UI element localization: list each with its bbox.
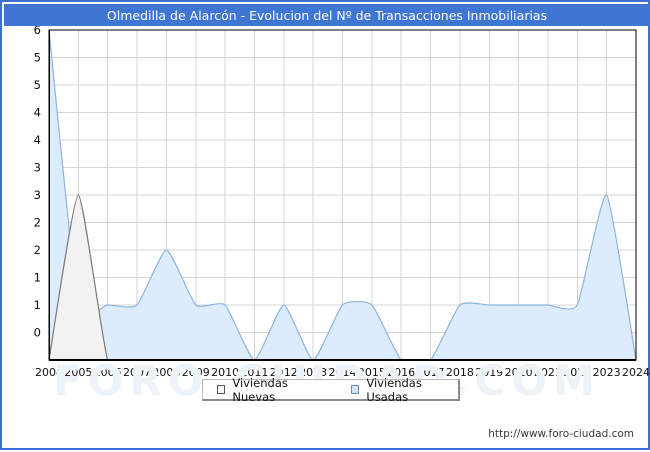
- legend-label-usadas: Viviendas Usadas: [366, 375, 422, 404]
- svg-text:2005: 2005: [64, 366, 92, 379]
- chart-axis-lines: [48, 29, 637, 361]
- svg-text:2006: 2006: [94, 366, 122, 379]
- source-url: http://www.foro-ciudad.com: [488, 428, 634, 440]
- svg-text:2016: 2016: [387, 366, 415, 379]
- svg-text:2011: 2011: [240, 366, 268, 379]
- svg-text:1: 1: [34, 298, 41, 312]
- chart-series-layer: [49, 30, 636, 360]
- svg-text:2020: 2020: [505, 366, 533, 379]
- svg-text:0: 0: [34, 326, 41, 340]
- svg-text:2024: 2024: [622, 366, 650, 379]
- svg-text:2008: 2008: [152, 366, 180, 379]
- page-title: Olmedilla de Alarcón - Evolucion del Nº …: [106, 7, 548, 23]
- svg-text:1: 1: [34, 271, 41, 285]
- window-title-bar: Olmedilla de Alarcón - Evolucion del Nº …: [4, 4, 650, 26]
- svg-text:3: 3: [34, 188, 41, 202]
- svg-text:2012: 2012: [270, 366, 298, 379]
- svg-text:2007: 2007: [123, 366, 151, 379]
- chart-legend: Viviendas Nuevas Viviendas Usadas: [202, 375, 460, 404]
- chart-y-axis-labels: 6 5 5 4 4 3 3 2 2 1 1 0: [34, 26, 41, 340]
- legend-label-nuevas: Viviendas Nuevas: [232, 375, 288, 404]
- svg-text:5: 5: [34, 78, 41, 92]
- svg-text:2022: 2022: [563, 366, 591, 379]
- svg-text:4: 4: [34, 106, 41, 120]
- legend-swatch-usadas-icon: [350, 385, 360, 394]
- svg-text:3: 3: [34, 161, 41, 175]
- svg-text:2015: 2015: [358, 366, 386, 379]
- svg-text:2019: 2019: [475, 366, 503, 379]
- svg-text:2013: 2013: [299, 366, 327, 379]
- svg-text:2010: 2010: [211, 366, 239, 379]
- svg-text:2021: 2021: [534, 366, 562, 379]
- svg-text:2004: 2004: [35, 366, 63, 379]
- svg-text:2: 2: [34, 243, 41, 257]
- chart-x-axis-labels: 2004 2005 2006 2007 2008 2009 2010 2011 2012 2013…: [35, 366, 650, 379]
- svg-text:2009: 2009: [182, 366, 210, 379]
- legend-item-nuevas[interactable]: Viviendas Nuevas: [217, 376, 325, 404]
- legend-item-usadas[interactable]: Viviendas Usadas: [350, 375, 458, 404]
- legend-swatch-nuevas-icon: [217, 385, 226, 394]
- svg-text:2023: 2023: [593, 366, 621, 379]
- svg-text:2017: 2017: [417, 366, 445, 379]
- svg-text:4: 4: [34, 133, 41, 147]
- svg-text:5: 5: [34, 51, 41, 65]
- svg-text:2018: 2018: [446, 366, 474, 379]
- svg-text:2: 2: [34, 216, 41, 230]
- svg-text:6: 6: [34, 26, 41, 37]
- svg-text:2014: 2014: [329, 366, 357, 379]
